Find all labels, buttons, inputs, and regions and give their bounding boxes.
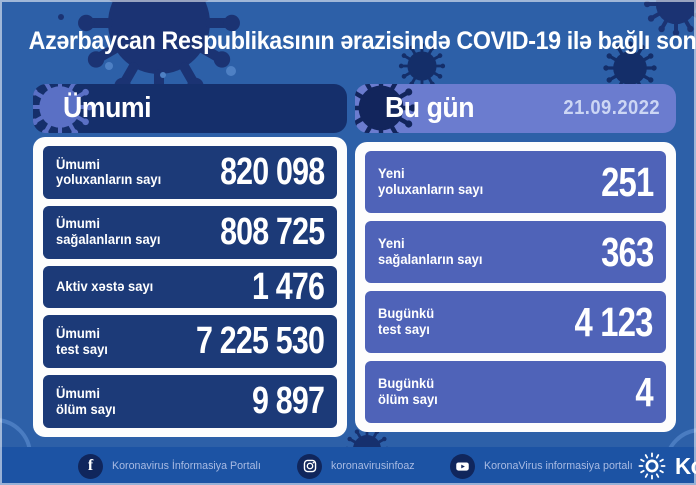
page-title: Azərbaycan Respublikasının ərazisində CO… [0,27,696,56]
totals-panel-header: Ümumi [33,84,347,133]
dot-decoration [105,62,113,70]
social-facebook: f Koronavirus İnformasiya Portalı [78,453,265,479]
stat-value: 4 [635,368,654,415]
stat-row-active-cases: Aktiv xəstə sayı 1 476 [43,265,337,309]
stat-row-total-deaths: Ümumi ölüm sayı 9 897 [43,375,337,429]
stat-value: 9 897 [251,380,325,423]
stat-row-new-infections: Yeni yoluxanların sayı 251 [365,151,666,213]
today-header-label: Bu gün [385,92,475,124]
stat-row-today-deaths: Bugünkü ölüm sayı 4 [365,361,666,423]
stat-value: 1 476 [251,265,325,308]
stat-row-total-tests: Ümumi test sayı 7 225 530 [43,315,337,369]
virus-icon [637,452,666,480]
stat-label: Ümumi yoluxanların sayı [56,156,162,188]
youtube-icon [449,453,475,479]
instagram-icon [297,453,323,479]
facebook-icon: f [78,453,103,479]
koronavirus-logo: KoronaVirus info [637,451,696,481]
facebook-glyph: f [87,457,94,474]
stat-value: 251 [600,158,654,205]
social-instagram: koronavirusinfoaz [297,453,417,479]
social-label: koronavirusinfoaz [331,460,416,472]
today-panel: Bu gün 21.09.2022 Yeni yoluxanların sayı… [355,84,676,432]
stat-label: Ümumi test sayı [56,325,108,357]
today-panel-header: Bu gün 21.09.2022 [355,84,676,133]
social-label: KoronaVirus informasiya portalı [483,460,633,472]
dot-decoration [160,72,166,78]
stat-label: Yeni sağalanların sayı [378,236,483,267]
stat-label: Ümumi sağalanların sayı [56,216,161,248]
stat-value: 820 098 [219,150,325,193]
social-youtube: KoronaVirus informasiya portalı [449,453,637,479]
stat-row-total-infections: Ümumi yoluxanların sayı 820 098 [43,146,337,199]
stat-row-total-recovered: Ümumi sağalanların sayı 808 725 [43,205,337,259]
stat-label: Aktiv xəstə sayı [56,279,154,295]
stat-row-new-recovered: Yeni sağalanların sayı 363 [365,221,666,283]
stat-label: Bugünkü test sayı [378,306,435,337]
stat-label: Ümumi ölüm sayı [56,385,116,417]
totals-header-label: Ümumi [63,92,152,124]
totals-panel: Ümumi Ümumi yoluxanların sayı 820 098 Üm… [33,84,347,437]
social-label: Koronavirus İnformasiya Portalı [112,460,261,472]
today-card: Yeni yoluxanların sayı 251 Yeni sağalanl… [355,142,676,432]
dot-decoration [226,66,236,76]
stat-label: Bugünkü ölüm sayı [378,376,438,407]
stat-value: 4 123 [574,298,654,345]
page-title-text: Azərbaycan Respublikasının ərazisində CO… [28,27,696,55]
totals-card: Ümumi yoluxanların sayı 820 098 Ümumi sa… [33,137,347,437]
stat-value: 363 [600,228,654,275]
logo-text: KoronaVirus [674,452,696,479]
report-date: 21.09.2022 [563,97,660,119]
stat-row-today-tests: Bugünkü test sayı 4 123 [365,291,666,353]
stat-label: Yeni yoluxanların sayı [378,166,484,197]
stat-value: 808 725 [219,210,325,253]
footer-bar: f Koronavirus İnformasiya Portalı korona… [0,447,696,485]
stat-value: 7 225 530 [195,320,325,363]
dot-decoration [58,14,64,20]
